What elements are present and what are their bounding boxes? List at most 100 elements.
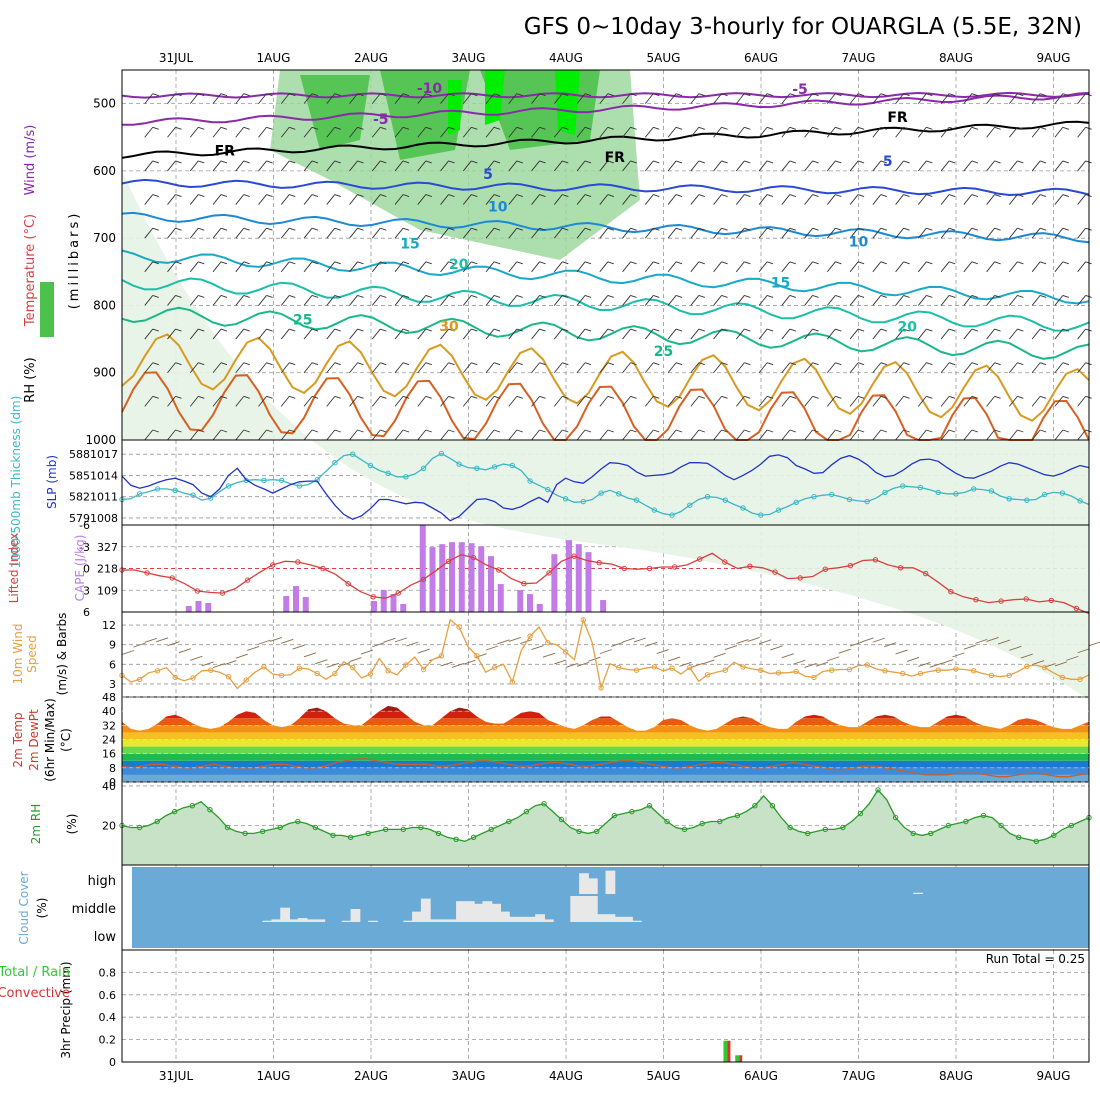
wind-barb-flag [220,93,228,97]
rh2m-marker [664,818,670,825]
wind-barb-flag [607,295,614,298]
wind-barb [690,160,700,172]
wind-barb [1054,295,1064,306]
wind-barb-flag [425,160,432,164]
thickness-marker [988,488,995,494]
wind-barb-flag [744,227,751,231]
wind-barb [258,194,267,205]
wind-barb [690,194,700,205]
rh2m-marker [347,834,354,840]
wind-barb-flag [471,429,478,433]
wind-barb-flag [971,194,979,197]
slp-tick-label: 1008 [90,512,118,525]
wind-barb [576,396,586,407]
wind10m-barb [827,656,840,662]
wind-barb-flag [266,126,273,130]
rh2m-marker [383,826,389,833]
temp-tick-label: 0 [109,776,116,789]
thickness-marker [864,498,870,505]
wind-barb-flag [584,126,592,130]
wind10m-speed-marker [474,653,480,659]
wind-barb-flag [1039,328,1047,332]
wind-barb [735,194,745,205]
lifted-index-marker [772,569,778,575]
wind-barb [940,227,950,239]
cape-bar [527,594,533,612]
wind-barb-flag [562,227,569,231]
ylabel-cape: CAPE (J/kg) [73,535,87,602]
cloud-high-bar [587,878,598,894]
precip-tick-label: 0.4 [99,1011,117,1024]
lifted-index-marker [370,594,376,600]
wind-barb-flag [675,93,683,97]
wind-barb [417,362,427,374]
wind-barb-flag [857,126,865,130]
wind-barb-flag [243,328,250,332]
wind-barb-flag [766,93,774,97]
wind-barb-flag [744,328,751,332]
wind-barb-flag [994,395,1001,399]
wind-barb [440,261,449,273]
wind10m-barb [1020,653,1033,659]
wind10m-barb [121,650,135,655]
wind10m-barb [747,636,760,642]
wind-barb [144,194,154,205]
wind-barb-flag [357,362,364,366]
wind-barb [1077,396,1086,407]
lifted-tick-label: -3 [79,541,90,554]
wind-barb [1009,126,1018,138]
rh2m-marker [295,818,301,825]
wind-barb [167,261,176,273]
wind-barb-flag [152,160,159,164]
wind-barb [758,328,768,340]
wind-barb [781,160,791,172]
wind-barb [667,93,677,104]
wind-barb [189,261,199,273]
wind-barb-flag [1017,395,1024,399]
wind-barb [622,295,631,306]
wind-barb-flag [698,227,705,231]
wind-barb-flag [289,429,296,433]
wind10m-barb [1088,641,1100,647]
wind10m-speed-marker [616,664,622,671]
wind-barb-flag [789,261,796,265]
wind-barb-flag [402,261,410,265]
wind-barb-flag [1017,194,1024,197]
wind-barb-flag [334,429,341,433]
wind-barb-flag [539,126,546,130]
lifted-index-marker [872,557,879,563]
wind-barb-flag [857,227,865,231]
wind-barb [986,194,995,205]
isotherm-label: 15 [400,236,419,252]
wind10m-barb [929,662,942,668]
temp-tick-label: 40 [102,705,116,718]
ylabel-precip: 3hr Precip (mm) [59,961,73,1058]
wind-barb-flag [448,328,455,332]
slp-tick-label: 1014 [90,469,118,482]
wind-barb [280,160,290,172]
cape-tick-label: 218 [97,563,118,576]
wind-barb-flag [380,261,387,265]
wind-barb-flag [471,395,478,399]
wind-barb-flag [607,227,614,231]
wind-barb [326,160,336,172]
wind-barb [258,328,267,340]
rh2m-marker [418,824,424,831]
wind-barb [258,160,267,172]
wind-barb-flag [948,328,956,332]
thickness-marker [545,486,551,493]
wind-barb [667,194,677,205]
wind-barb-flag [789,395,796,399]
wind-barb-flag [198,362,205,366]
wind-barb [576,362,586,374]
wind-barb [758,261,768,273]
wind10m-speed-marker [598,685,604,691]
wind-barb [531,429,540,441]
wind-barb [167,160,176,172]
wind-barb-flag [357,395,364,399]
wind-barb [462,126,472,138]
wind-barb [349,93,358,104]
wind10m-barb [212,663,226,668]
cape-bar [468,543,475,612]
